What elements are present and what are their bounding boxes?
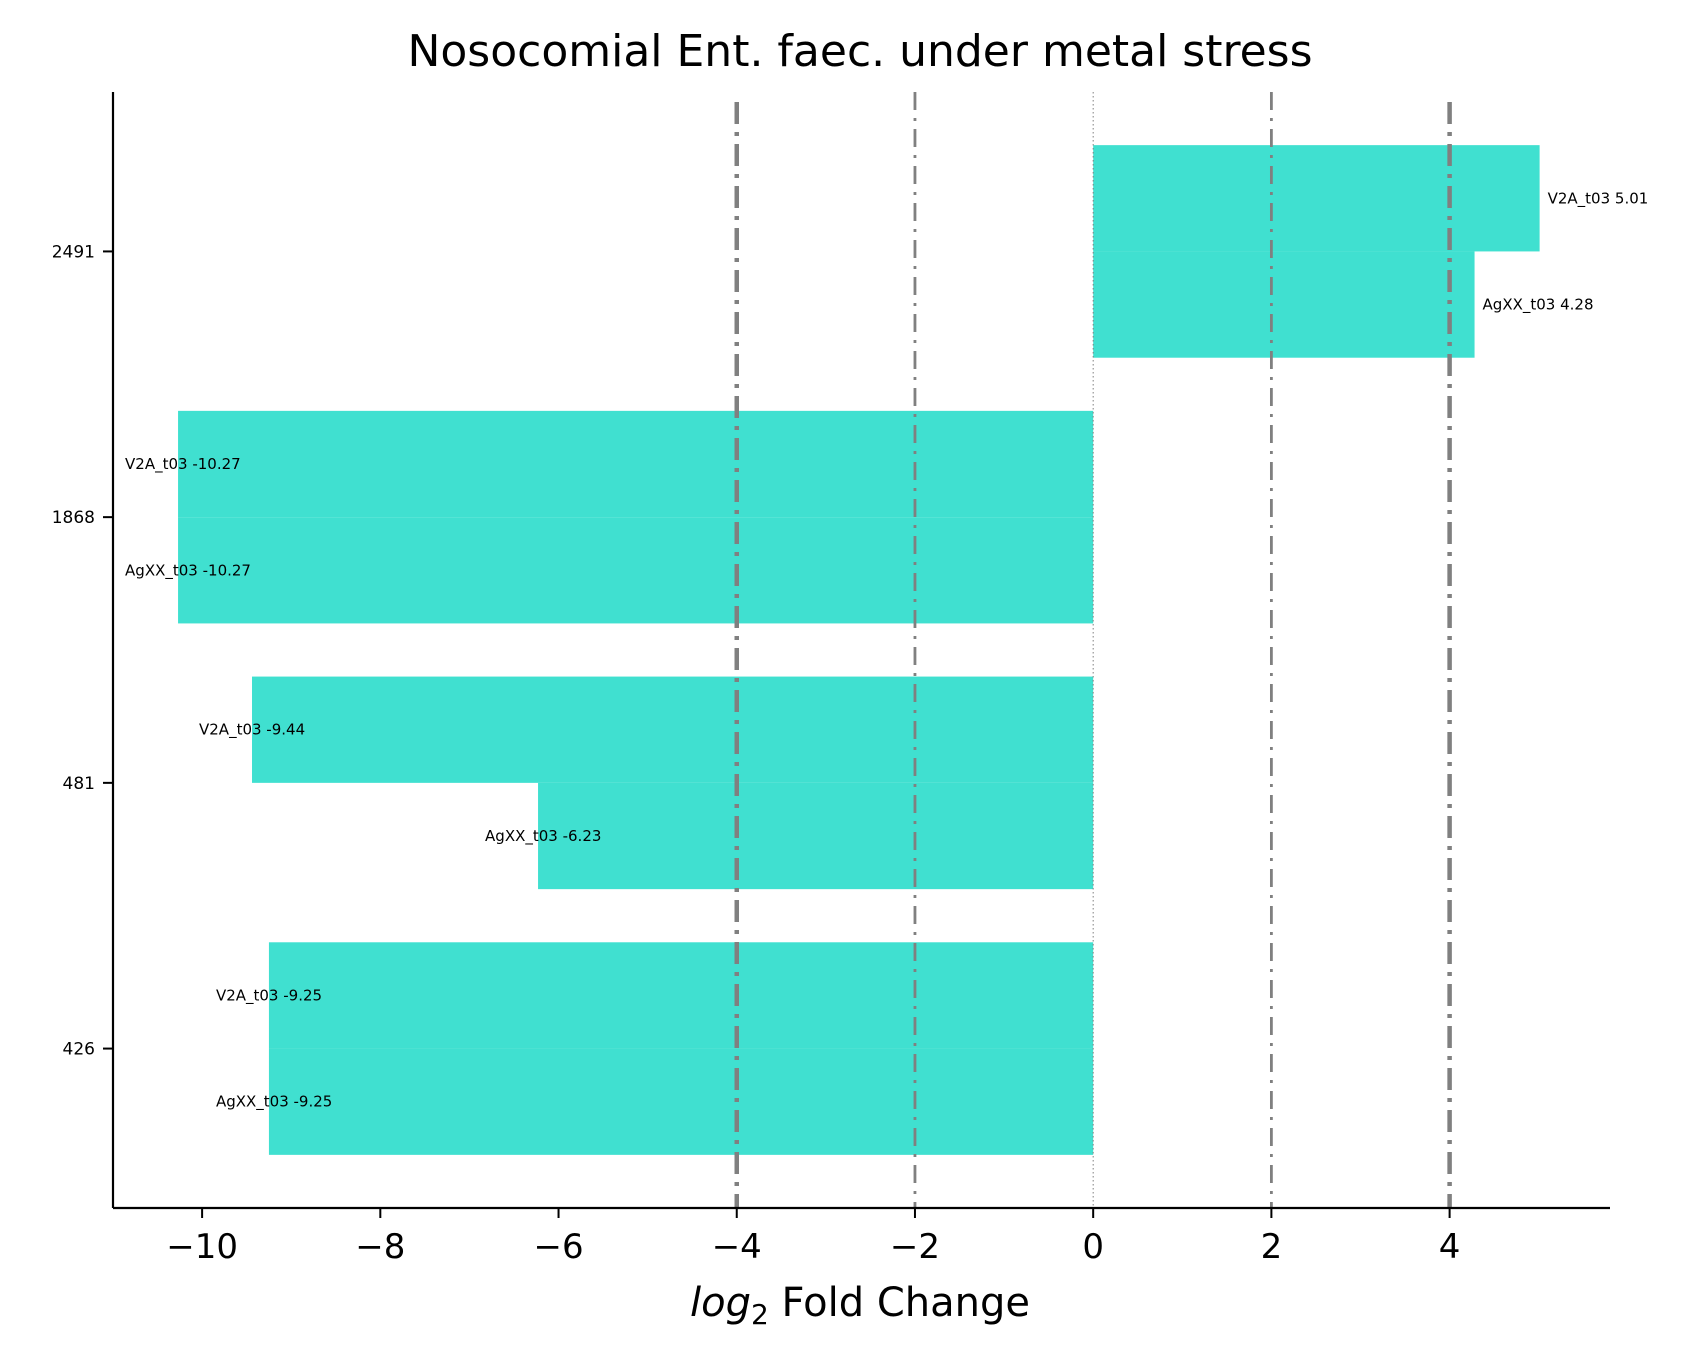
bar-426-V2A_t03 xyxy=(268,942,1094,1049)
x-axis-label-prefix: log xyxy=(690,1280,751,1326)
reference-lines xyxy=(734,92,1452,1208)
chart-title: Nosocomial Ent. faec. under metal stress xyxy=(407,26,1312,77)
x-tick-label: 0 xyxy=(1082,1227,1104,1267)
bar-label-426-V2A_t03: V2A_t03 -9.25 xyxy=(216,986,322,1005)
bar-1868-V2A_t03 xyxy=(178,410,1094,518)
x-tick-label: −8 xyxy=(355,1227,405,1267)
y-tick-label: 426 xyxy=(63,1040,95,1060)
x-axis-label-suffix: Fold Change xyxy=(769,1280,1030,1326)
y-tick-label: 481 xyxy=(63,774,95,794)
bar-label-2491-AgXX_t03: AgXX_t03 4.28 xyxy=(1483,296,1594,315)
bar-426-AgXX_t03 xyxy=(268,1048,1094,1155)
bar-2491-V2A_t03 xyxy=(1093,145,1540,252)
bar-label-426-AgXX_t03: AgXX_t03 -9.25 xyxy=(216,1093,332,1112)
x-tick-label: 4 xyxy=(1439,1227,1461,1267)
x-tick-label: −10 xyxy=(166,1227,238,1267)
bar-label-2491-V2A_t03: V2A_t03 5.01 xyxy=(1548,189,1649,208)
bar-1868-AgXX_t03 xyxy=(178,517,1094,624)
bar-481-AgXX_t03 xyxy=(538,782,1094,890)
axes: −10 −8 −6 −4 −2 0 2 4 2491 1868 481 426 xyxy=(52,92,1610,1267)
x-tick-label: −2 xyxy=(890,1227,940,1267)
x-axis-label: log2 Fold Change xyxy=(690,1280,1030,1331)
y-tick-label: 1868 xyxy=(52,508,95,528)
bar-481-V2A_t03 xyxy=(252,676,1094,783)
bar-label-481-V2A_t03: V2A_t03 -9.44 xyxy=(199,721,305,740)
bars-layer xyxy=(178,145,1540,1155)
x-tick-label: 2 xyxy=(1261,1227,1283,1267)
bar-2491-AgXX_t03 xyxy=(1093,251,1475,358)
x-axis-label-subscript: 2 xyxy=(751,1298,769,1331)
bar-label-1868-AgXX_t03: AgXX_t03 -10.27 xyxy=(125,561,251,580)
x-tick-label: −4 xyxy=(712,1227,762,1267)
bar-label-481-AgXX_t03: AgXX_t03 -6.23 xyxy=(485,827,601,846)
bar-label-1868-V2A_t03: V2A_t03 -10.27 xyxy=(125,455,241,474)
y-tick-label: 2491 xyxy=(52,242,95,262)
bar-labels: V2A_t03 5.01 AgXX_t03 4.28 V2A_t03 -10.27 A… xyxy=(125,189,1648,1111)
x-tick-label: −6 xyxy=(533,1227,583,1267)
